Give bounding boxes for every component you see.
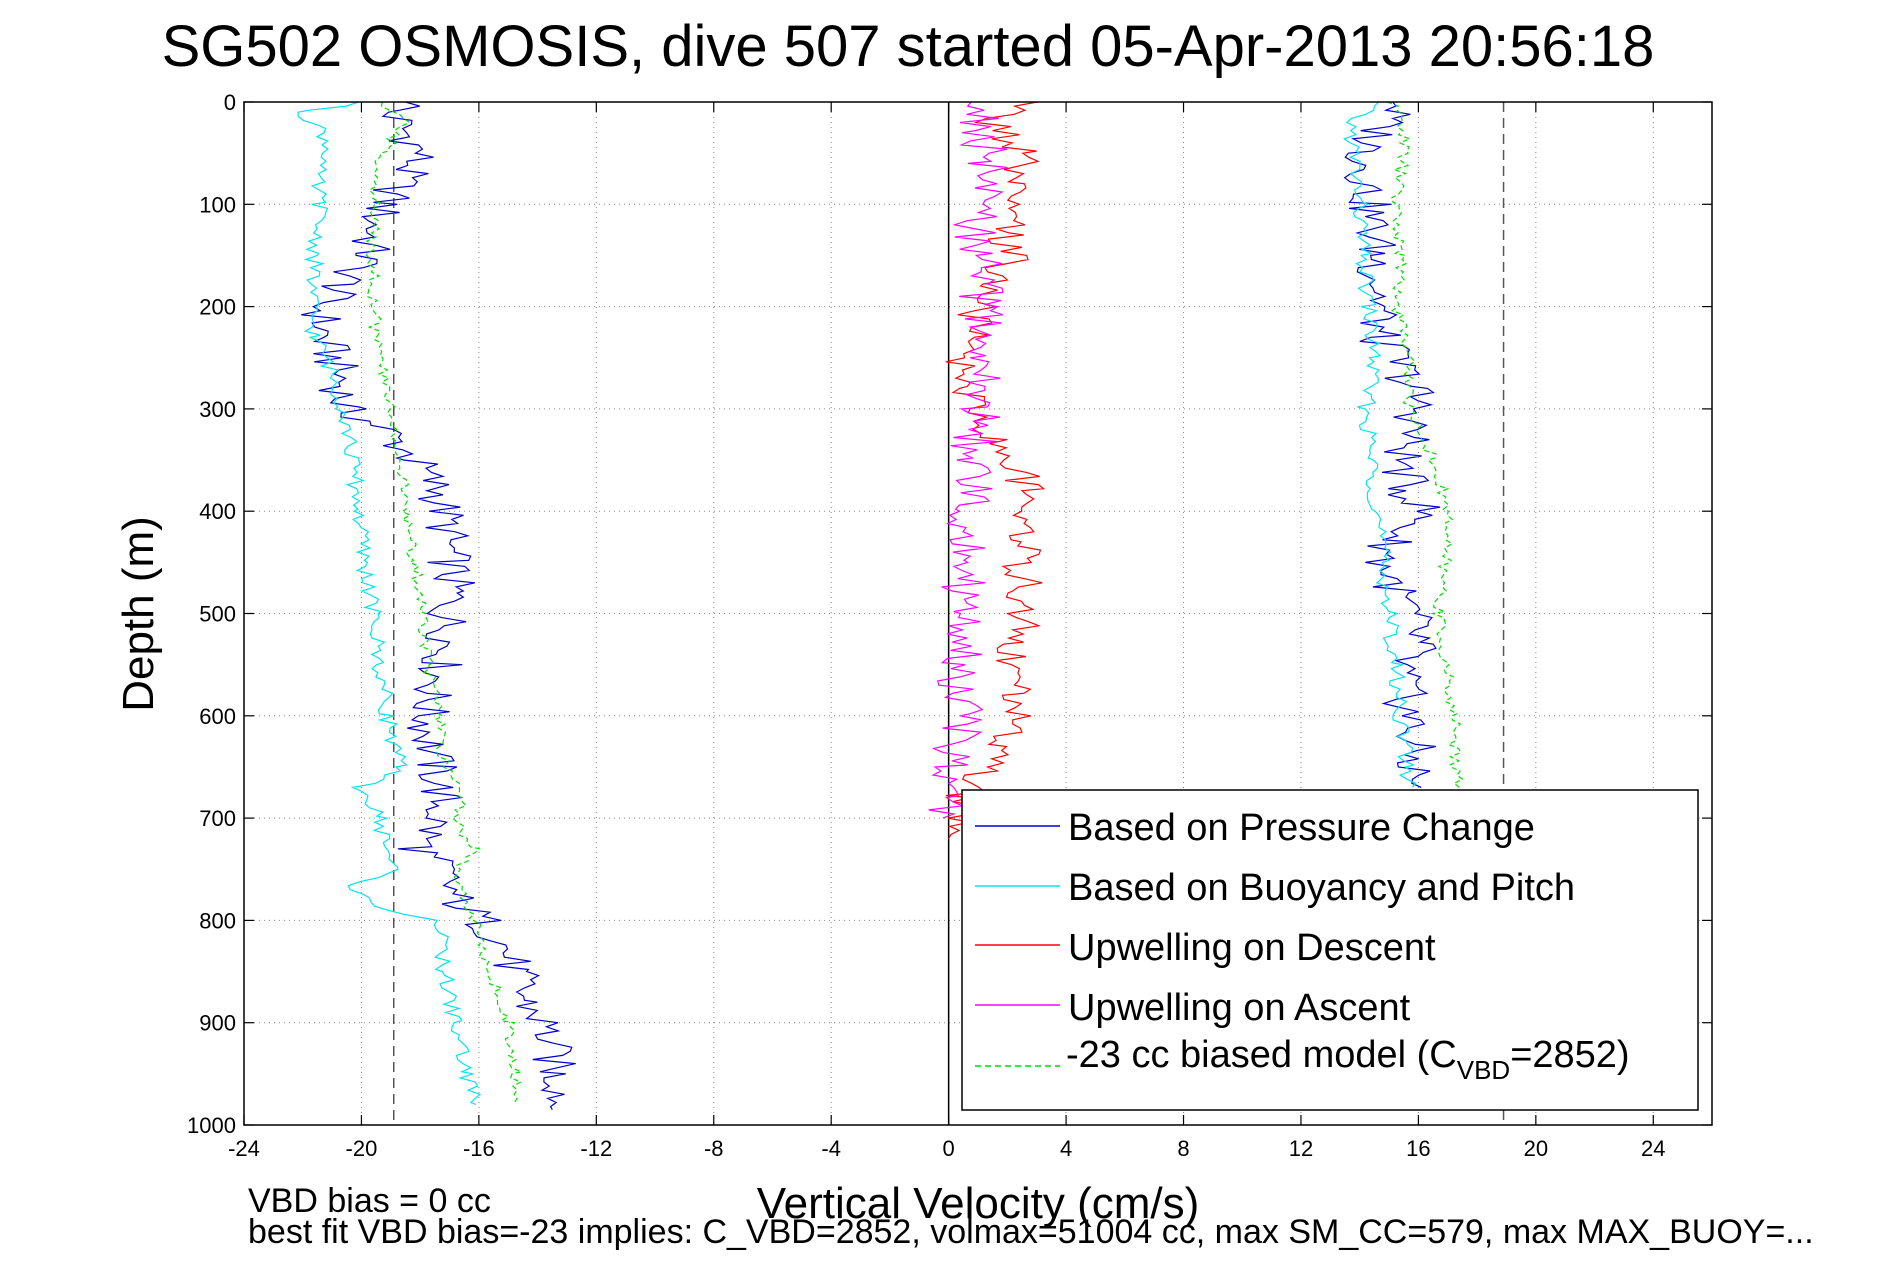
y-tick-label: 900 xyxy=(199,1011,236,1036)
series-line-buoyancy-descent xyxy=(297,101,482,1106)
x-tick-label: 24 xyxy=(1641,1136,1665,1161)
y-tick-label: 800 xyxy=(199,908,236,933)
legend-label-ascent: Upwelling on Ascent xyxy=(1068,987,1411,1029)
vbd-bias-note: VBD bias = 0 cc xyxy=(248,1182,491,1220)
x-tick-label: -20 xyxy=(346,1136,378,1161)
y-tick-label: 300 xyxy=(199,397,236,422)
y-tick-label: 400 xyxy=(199,499,236,524)
chart-title: SG502 OSMOSIS, dive 507 started 05-Apr-2… xyxy=(162,14,1655,79)
x-tick-label: -12 xyxy=(580,1136,612,1161)
legend-label-descent: Upwelling on Descent xyxy=(1068,927,1436,969)
x-axis-label: Vertical Velocity (cm/s) xyxy=(757,1179,1200,1228)
legend-label-buoyancy: Based on Buoyancy and Pitch xyxy=(1068,867,1575,909)
x-tick-label: 0 xyxy=(943,1136,955,1161)
series-line-buoyancy-ascent xyxy=(1342,101,1417,788)
x-tick-label: 20 xyxy=(1524,1136,1548,1161)
legend: Based on Pressure Change Based on Buoyan… xyxy=(961,789,1699,1111)
series-line-model-descent xyxy=(365,101,524,1105)
x-tick-label: 4 xyxy=(1060,1136,1072,1161)
best-fit-note: best fit VBD bias=-23 implies: C_VBD=285… xyxy=(248,1213,1814,1251)
x-tick-label: -4 xyxy=(821,1136,841,1161)
legend-box xyxy=(961,789,1699,1111)
y-tick-label: 500 xyxy=(199,602,236,627)
y-tick-label: 1000 xyxy=(187,1113,236,1138)
y-axis-ticks: 0 100 200 300 400 500 600 700 800 900 1000 xyxy=(187,90,1712,1138)
series-line-model-ascent xyxy=(1386,101,1464,788)
series-line-descent xyxy=(945,101,1046,839)
legend-label-model: -23 cc biased model (CVBD=2852) xyxy=(1066,1034,1630,1085)
y-tick-label: 600 xyxy=(199,704,236,729)
legend-label-pressure: Based on Pressure Change xyxy=(1068,807,1535,849)
x-tick-label: -8 xyxy=(704,1136,724,1161)
series-line-pressure-descent xyxy=(301,101,576,1110)
series-layer xyxy=(297,101,1464,1110)
x-axis-ticks: -24 -20 -16 -12 -8 -4 0 4 8 12 16 20 24 xyxy=(228,102,1666,1161)
y-tick-label: 700 xyxy=(199,806,236,831)
y-axis-label: Depth (m) xyxy=(114,516,163,712)
x-tick-label: -16 xyxy=(463,1136,495,1161)
y-tick-label: 0 xyxy=(224,90,236,115)
x-tick-label: 16 xyxy=(1406,1136,1430,1161)
y-tick-label: 200 xyxy=(199,295,236,320)
x-tick-label: -24 xyxy=(228,1136,260,1161)
series-line-ascent xyxy=(928,101,1008,819)
y-tick-label: 100 xyxy=(199,192,236,217)
x-tick-label: 12 xyxy=(1289,1136,1313,1161)
series-line-pressure-ascent xyxy=(1343,101,1441,788)
x-tick-label: 8 xyxy=(1177,1136,1189,1161)
